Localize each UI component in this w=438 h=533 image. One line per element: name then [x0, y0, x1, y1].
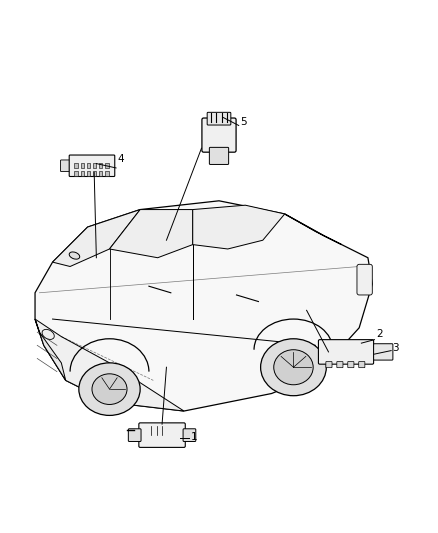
- Ellipse shape: [69, 252, 80, 259]
- Polygon shape: [35, 319, 66, 381]
- Bar: [93, 163, 96, 168]
- FancyBboxPatch shape: [209, 147, 229, 165]
- Text: 1: 1: [191, 432, 197, 441]
- Bar: [99, 163, 102, 168]
- FancyBboxPatch shape: [374, 344, 393, 360]
- FancyBboxPatch shape: [207, 112, 231, 125]
- Polygon shape: [110, 209, 193, 258]
- Polygon shape: [35, 201, 372, 411]
- Bar: [74, 163, 78, 168]
- FancyBboxPatch shape: [183, 429, 196, 441]
- FancyBboxPatch shape: [69, 155, 115, 176]
- Text: 5: 5: [240, 117, 247, 127]
- Bar: [81, 171, 84, 176]
- FancyBboxPatch shape: [357, 264, 372, 295]
- FancyBboxPatch shape: [139, 423, 185, 447]
- Ellipse shape: [92, 374, 127, 405]
- FancyBboxPatch shape: [337, 361, 343, 368]
- Ellipse shape: [261, 339, 326, 395]
- FancyBboxPatch shape: [128, 429, 141, 441]
- Polygon shape: [53, 209, 140, 266]
- Ellipse shape: [274, 350, 313, 385]
- Polygon shape: [35, 319, 184, 411]
- Ellipse shape: [42, 329, 54, 340]
- Polygon shape: [285, 214, 342, 245]
- Text: 2: 2: [377, 329, 383, 340]
- Bar: [105, 171, 109, 176]
- Bar: [81, 163, 84, 168]
- FancyBboxPatch shape: [326, 361, 332, 368]
- Bar: [105, 163, 109, 168]
- Text: 3: 3: [392, 343, 399, 353]
- Bar: [87, 171, 90, 176]
- Polygon shape: [193, 205, 285, 249]
- Ellipse shape: [79, 363, 140, 415]
- Bar: [93, 171, 96, 176]
- FancyBboxPatch shape: [318, 340, 374, 364]
- Text: 4: 4: [117, 154, 124, 164]
- Bar: [87, 163, 90, 168]
- Bar: [74, 171, 78, 176]
- Bar: [99, 171, 102, 176]
- FancyBboxPatch shape: [359, 361, 365, 368]
- FancyBboxPatch shape: [60, 160, 71, 172]
- FancyBboxPatch shape: [202, 118, 236, 152]
- FancyBboxPatch shape: [348, 361, 354, 368]
